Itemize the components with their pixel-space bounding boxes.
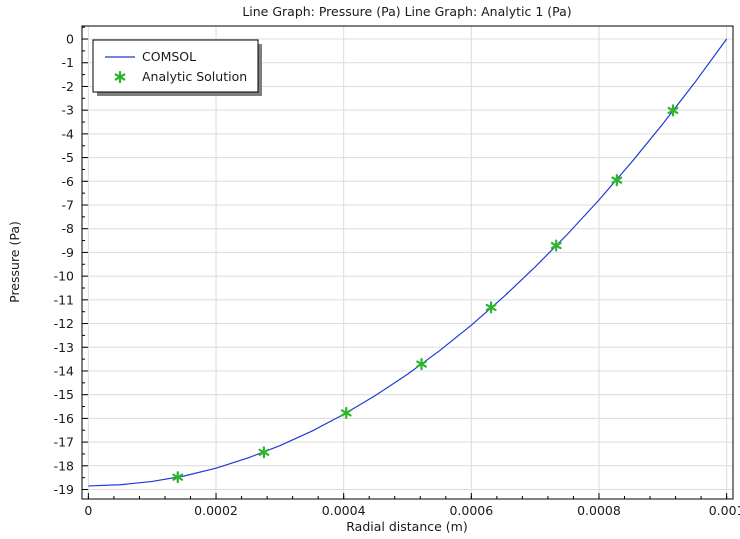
y-tick-label: -1	[62, 55, 74, 70]
y-tick-label: -19	[54, 482, 74, 497]
x-tick-label: 0.0004	[322, 503, 366, 518]
chart-title: Line Graph: Pressure (Pa) Line Graph: An…	[242, 4, 571, 19]
plot-area-frame	[81, 25, 734, 500]
y-tick-label: 0	[66, 32, 74, 47]
y-tick-label: -14	[54, 363, 74, 378]
x-tick-label: 0	[84, 503, 92, 518]
y-tick-label: -16	[54, 411, 74, 426]
y-axis-label: Pressure (Pa)	[7, 221, 22, 303]
analytic-solution-point	[611, 174, 623, 187]
y-tick-label: -9	[62, 245, 75, 260]
y-tick-label: -12	[54, 316, 74, 331]
y-tick-label: -6	[62, 174, 75, 189]
y-tick-label: -13	[54, 340, 74, 355]
asterisk-marker-icon	[114, 70, 126, 84]
legend-comsol-label: COMSOL	[142, 49, 196, 64]
x-axis-label: Radial distance (m)	[346, 519, 467, 534]
y-tick-label: -2	[62, 79, 74, 94]
y-axis-tick-labels: 0 -1 -2 -3 -4 -5 -6 -7 -8 -9 -10 -11 -12 -13 -14 -15 -16…	[54, 32, 74, 497]
legend-analytic-label: Analytic Solution	[142, 69, 247, 84]
y-tick-label: -8	[62, 221, 75, 236]
analytic-solution-point	[172, 471, 184, 484]
y-tick-label: -15	[54, 387, 74, 402]
x-tick-label: 0.001	[709, 503, 740, 518]
y-tick-label: -5	[62, 150, 74, 165]
analytic-solution-point	[550, 239, 562, 252]
y-tick-label: -4	[62, 126, 75, 141]
grid	[82, 26, 733, 499]
series-layer	[88, 38, 728, 487]
analytic-solution-point	[340, 406, 352, 420]
series-line-comsol	[88, 38, 728, 487]
y-tick-label: -18	[54, 458, 74, 473]
analytic-solution-point	[667, 104, 679, 117]
y-tick-label: -10	[54, 269, 74, 284]
y-tick-label: -17	[54, 435, 74, 450]
axis-ticks	[82, 26, 728, 499]
x-tick-label: 0.0006	[449, 503, 493, 518]
y-tick-label: -11	[54, 292, 74, 307]
legend-analytic-marker-swatch	[114, 70, 126, 84]
x-axis-tick-labels: 0 0.0002 0.0004 0.0006 0.0008 0.001	[84, 503, 740, 518]
legend-box	[92, 39, 259, 93]
x-tick-label: 0.0008	[577, 503, 621, 518]
analytic-solution-point	[416, 357, 427, 371]
legend: COMSOL Analytic Solution	[92, 39, 262, 96]
analytic-solution-point	[485, 301, 497, 314]
x-tick-label: 0.0002	[194, 503, 238, 518]
y-tick-label: -3	[62, 103, 74, 118]
y-tick-label: -7	[62, 198, 74, 213]
analytic-solution-point	[258, 446, 270, 459]
